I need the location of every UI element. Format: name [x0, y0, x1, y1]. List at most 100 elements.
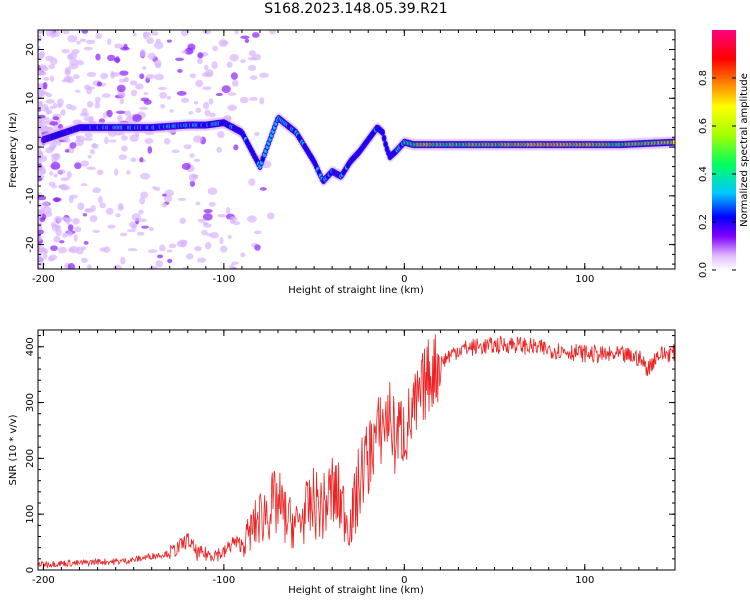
spectrogram-noise-blob — [232, 221, 241, 226]
spectrogram-noise-blob — [98, 118, 105, 124]
spectrogram-noise-blob — [194, 246, 202, 252]
spectrogram-noise-blob — [128, 121, 138, 125]
spectrogram-noise-blob — [126, 170, 131, 175]
spectrogram-noise-blob — [191, 174, 197, 178]
spectrogram-noise-blob — [49, 57, 58, 66]
spectrogram-noise-blob — [259, 72, 269, 78]
spectrogram-noise-blob — [226, 206, 231, 215]
spectrogram-noise-blob — [95, 33, 102, 40]
spectrogram-noise-blob — [176, 90, 187, 96]
spectrogram-noise-blob — [116, 84, 126, 93]
spectrogram-noise-blob — [100, 72, 109, 80]
spectrogram-noise-blob — [94, 102, 101, 109]
spectrogram-ridge-core — [672, 140, 675, 145]
spectrogram-noise-blob — [215, 92, 223, 97]
spectrogram-noise-blob — [249, 75, 258, 80]
spectrogram-noise-blob — [157, 254, 164, 259]
spectrogram-noise-blob — [193, 158, 201, 163]
spectrogram-noise-blob — [212, 45, 219, 52]
snr-y-axis-label: SNR (10 * v/v) — [8, 414, 19, 485]
x-tick-label: -100 — [213, 575, 236, 586]
spectrogram-noise-blob — [38, 195, 47, 201]
y-tick-label: 200 — [25, 449, 36, 468]
spectrogram-noise-blob — [182, 266, 189, 269]
x-tick-label: 0 — [401, 575, 407, 586]
spectrogram-ridge-core — [383, 141, 388, 147]
spectrogram-noise-blob — [147, 249, 158, 254]
spectrogram-noise-blob — [146, 37, 154, 45]
spectrogram-noise-blob — [74, 226, 82, 233]
spectrogram-noise-blob — [229, 53, 239, 62]
spectrogram-noise-blob — [205, 71, 213, 78]
spectrogram-noise-blob — [87, 264, 92, 269]
spectrogram-noise-blob — [203, 208, 213, 214]
colorbar-label: Normalized spectral amplitude — [739, 73, 750, 227]
spectrogram-noise-blob — [240, 252, 246, 258]
spectrogram-noise-blob — [152, 186, 157, 190]
spectrogram-noise-blob — [139, 73, 145, 80]
spectrogram-noise-blob — [80, 183, 88, 187]
spectrogram-noise-blob — [107, 54, 116, 62]
spectrogram-noise-blob — [147, 146, 153, 154]
spectrogram-marks — [38, 30, 675, 269]
spectrogram-noise-blob — [114, 43, 124, 49]
spectrogram-noise-blob — [153, 41, 164, 49]
spectrogram-noise-blob — [227, 234, 232, 240]
spectrogram-noise-blob — [63, 75, 72, 82]
spectrogram-noise-blob — [169, 109, 174, 113]
spectrogram-noise-blob — [208, 98, 214, 105]
spectrogram-noise-blob — [51, 184, 58, 189]
spectrogram-noise-blob — [234, 30, 239, 35]
spectrogram-noise-blob — [64, 68, 71, 77]
spectrogram-noise-blob — [69, 245, 79, 254]
y-tick-label: 300 — [25, 393, 36, 412]
spectrogram-noise-blob — [216, 146, 222, 153]
spectrogram-noise-blob — [240, 35, 250, 40]
spectrogram-noise-blob — [97, 196, 103, 204]
spectrogram-noise-blob — [53, 235, 61, 243]
spectrogram-noise-blob — [68, 52, 78, 60]
spectrogram-noise-blob — [48, 254, 58, 261]
spectrogram-noise-blob — [166, 39, 172, 43]
spectrogram-noise-blob — [159, 244, 166, 252]
spectrogram-noise-blob — [157, 86, 167, 91]
spectrogram-noise-blob — [201, 229, 208, 236]
spectrogram-y-axis-label: Frequency (Hz) — [8, 112, 19, 188]
spectrogram-noise-blob — [107, 224, 116, 229]
spectrogram-noise-blob — [61, 216, 68, 221]
spectrogram-ridge-core — [382, 136, 386, 141]
spectrogram-noise-blob — [189, 153, 195, 158]
spectrogram-noise-blob — [253, 131, 260, 136]
spectrogram-noise-blob — [195, 79, 204, 88]
spectrogram-noise-blob — [244, 38, 250, 43]
spectrogram-noise-blob — [60, 177, 70, 182]
spectrogram-noise-blob — [38, 167, 44, 172]
spectrogram-noise-blob — [195, 201, 201, 206]
spectrogram-noise-blob — [130, 89, 138, 97]
spectrogram-noise-blob — [240, 59, 246, 64]
spectrogram-noise-blob — [115, 110, 126, 115]
spectrogram-noise-blob — [193, 101, 199, 105]
spectrogram-noise-blob — [118, 154, 127, 160]
spectrogram-noise-blob — [203, 64, 209, 71]
spectrogram-noise-blob — [45, 99, 55, 104]
spectrogram-noise-blob — [67, 224, 74, 231]
spectrogram-noise-blob — [197, 218, 206, 223]
spectrogram-noise-blob — [77, 202, 85, 211]
spectrogram-noise-blob — [79, 38, 87, 43]
spectrogram-noise-blob — [131, 224, 137, 230]
spectrogram-noise-blob — [140, 172, 151, 180]
spectrogram-noise-blob — [73, 74, 80, 80]
spectrogram-noise-blob — [138, 209, 144, 215]
spectrogram-noise-blob — [38, 108, 42, 112]
spectrogram-noise-blob — [76, 59, 84, 66]
spectrogram-noise-blob — [43, 248, 49, 254]
spectrogram-noise-blob — [231, 261, 239, 265]
spectrogram-noise-blob — [38, 89, 42, 93]
x-tick-label: 100 — [575, 575, 594, 586]
spectrogram-noise-blob — [76, 40, 81, 45]
spectrogram-noise-blob — [104, 136, 109, 145]
spectrogram-noise-blob — [65, 186, 71, 190]
spectrogram-noise-blob — [206, 233, 213, 237]
spectrogram-noise-blob — [229, 263, 235, 269]
